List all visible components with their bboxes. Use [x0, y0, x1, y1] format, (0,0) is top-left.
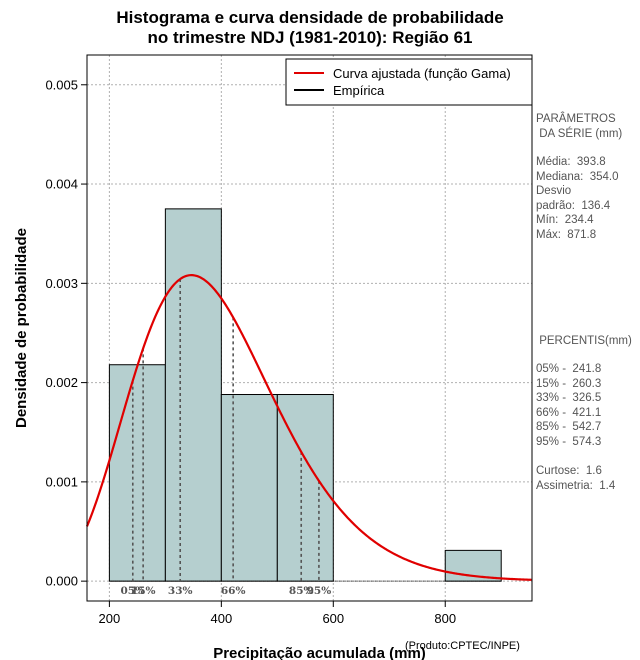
percentile-label: 15% [131, 585, 156, 597]
x-tick-label: 200 [99, 611, 121, 626]
y-tick-label: 0.005 [45, 77, 78, 92]
chart-title-line-2: no trimestre NDJ (1981-2010): Região 61 [147, 28, 473, 47]
fitted-gamma-curve [85, 274, 532, 581]
histogram-bar [220, 394, 278, 582]
legend-box [285, 58, 533, 106]
histogram-bar [164, 208, 222, 582]
parameters-values: Média: 393.8 Mediana: 354.0 Desvio padrã… [536, 156, 619, 241]
y-tick-label: 0.003 [45, 276, 78, 291]
y-axis-label: Densidade de probabilidade [13, 228, 30, 428]
percentile-label: 33% [168, 585, 193, 597]
percentiles-heading: PERCENTIS(mm) [536, 335, 632, 347]
plot-frame [86, 54, 533, 602]
percentiles-values: 05% - 241.8 15% - 260.3 33% - 326.5 66% … [536, 363, 602, 448]
x-tick-label: 600 [322, 611, 344, 626]
percentile-label: 85% [289, 585, 314, 597]
percentile-label: 95% [307, 585, 332, 597]
x-tick-label: 400 [210, 611, 232, 626]
x-tick-label: 800 [434, 611, 456, 626]
y-tick-label: 0.002 [45, 375, 78, 390]
chart-title-line-1: Histograma e curva densidade de probabil… [116, 8, 504, 27]
y-tick-label: 0.000 [45, 574, 78, 589]
x-axis-label: Precipitação acumulada (mm) [213, 645, 426, 660]
legend-label: Empírica [333, 83, 385, 98]
legend-label: Curva ajustada (função Gama) [333, 66, 511, 81]
histogram-bar [108, 364, 166, 582]
parameters-heading: PARÂMETROS DA SÉRIE (mm) [536, 113, 623, 140]
percentile-label: 05% [120, 585, 145, 597]
percentile-label: 66% [221, 585, 246, 597]
product-credit: (Produto:CPTEC/INPE) [405, 640, 520, 652]
shape-stats: Curtose: 1.6 Assimetria: 1.4 [536, 465, 616, 492]
chart-title: Histograma e curva densidade de probabil… [60, 8, 560, 48]
y-tick-label: 0.004 [45, 177, 78, 192]
y-tick-label: 0.001 [45, 474, 78, 489]
